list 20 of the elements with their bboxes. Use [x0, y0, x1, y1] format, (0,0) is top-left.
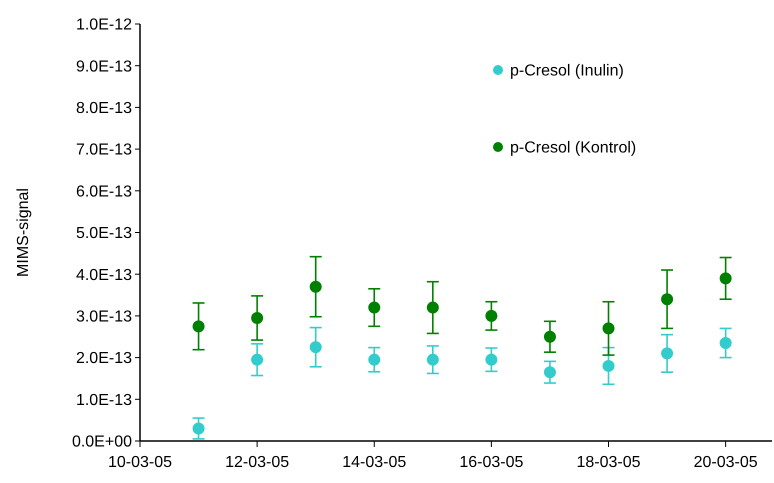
x-tick-label: 20-03-05 — [694, 454, 758, 471]
x-tick-label: 10-03-05 — [108, 454, 172, 471]
x-tick-label: 16-03-05 — [459, 454, 524, 471]
legend-label: p-Cresol (Inulin) — [510, 62, 624, 80]
y-tick-label: 4.0E-13 — [76, 266, 132, 284]
y-tick-label: 7.0E-13 — [76, 142, 132, 159]
y-tick-label: 2.0E-13 — [76, 350, 132, 368]
y-tick-label: 5.0E-13 — [76, 225, 132, 242]
x-tick-label: 18-03-05 — [576, 454, 641, 471]
y-tick-label: 0.0E+00 — [72, 434, 132, 451]
y-axis-title: MIMS-signal — [15, 188, 32, 277]
y-tick-label: 1.0E-13 — [76, 392, 132, 409]
x-tick-label: 12-03-05 — [225, 454, 290, 471]
y-tick-label: 1.0E-12 — [76, 16, 132, 34]
y-tick-label: 9.0E-13 — [76, 58, 132, 76]
y-tick-label: 3.0E-13 — [76, 308, 132, 326]
legend-label: p-Cresol (Kontrol) — [510, 140, 636, 157]
x-tick-label: 14-03-05 — [342, 454, 406, 471]
y-tick-label: 8.0E-13 — [76, 100, 132, 117]
y-tick-label: 6.0E-13 — [76, 183, 132, 200]
